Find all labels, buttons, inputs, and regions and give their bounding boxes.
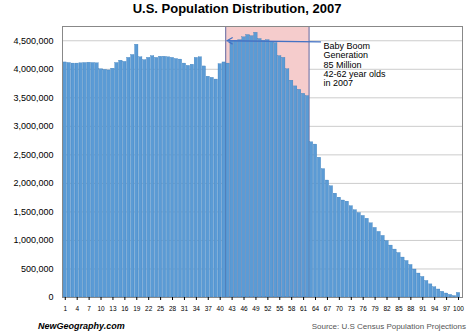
svg-text:94: 94 xyxy=(431,305,439,312)
svg-text:500,000: 500,000 xyxy=(21,264,54,274)
svg-text:46: 46 xyxy=(240,305,248,312)
svg-text:85: 85 xyxy=(395,305,403,312)
svg-text:52: 52 xyxy=(264,305,272,312)
svg-text:76: 76 xyxy=(360,305,368,312)
svg-text:58: 58 xyxy=(288,305,296,312)
svg-text:88: 88 xyxy=(407,305,415,312)
svg-text:31: 31 xyxy=(181,305,189,312)
svg-text:1,500,000: 1,500,000 xyxy=(13,207,53,217)
svg-text:34: 34 xyxy=(193,305,201,312)
svg-text:4,000,000: 4,000,000 xyxy=(13,64,53,74)
svg-text:7: 7 xyxy=(87,305,91,312)
svg-text:22: 22 xyxy=(145,305,153,312)
svg-text:3,500,000: 3,500,000 xyxy=(13,93,53,103)
svg-text:43: 43 xyxy=(228,305,236,312)
svg-text:2,500,000: 2,500,000 xyxy=(13,150,53,160)
svg-text:79: 79 xyxy=(371,305,379,312)
svg-text:1,000,000: 1,000,000 xyxy=(13,235,53,245)
html-text:U.S. Population Distribution,: U.S. Population Distribution, 2007 xyxy=(132,1,342,16)
svg-text:4: 4 xyxy=(75,305,79,312)
svg-text:100: 100 xyxy=(453,305,464,312)
svg-text:16: 16 xyxy=(121,305,129,312)
svg-text:37: 37 xyxy=(205,305,213,312)
svg-text:0: 0 xyxy=(48,292,53,302)
svg-text:55: 55 xyxy=(276,305,284,312)
svg-text:49: 49 xyxy=(252,305,260,312)
svg-text:13: 13 xyxy=(109,305,117,312)
svg-text:2,000,000: 2,000,000 xyxy=(13,178,53,188)
svg-text:4,500,000: 4,500,000 xyxy=(13,36,53,46)
html-text:NewGeography.com: NewGeography.com xyxy=(38,321,125,331)
svg-text:3,000,000: 3,000,000 xyxy=(13,121,53,131)
html-text:Source: U.S Census Population: Source: U.S Census Population Projection… xyxy=(311,322,466,331)
svg-text:82: 82 xyxy=(383,305,391,312)
svg-text:70: 70 xyxy=(336,305,344,312)
svg-text:Baby BoomGeneration85 Million4: Baby BoomGeneration85 Million42-62 year … xyxy=(323,41,386,89)
svg-text:67: 67 xyxy=(324,305,332,312)
svg-text:25: 25 xyxy=(157,305,165,312)
svg-text:10: 10 xyxy=(97,305,105,312)
svg-text:1: 1 xyxy=(63,305,67,312)
svg-text:64: 64 xyxy=(312,305,320,312)
svg-text:91: 91 xyxy=(419,305,427,312)
svg-text:40: 40 xyxy=(217,305,225,312)
svg-text:28: 28 xyxy=(169,305,177,312)
svg-text:97: 97 xyxy=(443,305,451,312)
svg-text:19: 19 xyxy=(133,305,141,312)
svg-text:61: 61 xyxy=(300,305,308,312)
svg-text:73: 73 xyxy=(348,305,356,312)
